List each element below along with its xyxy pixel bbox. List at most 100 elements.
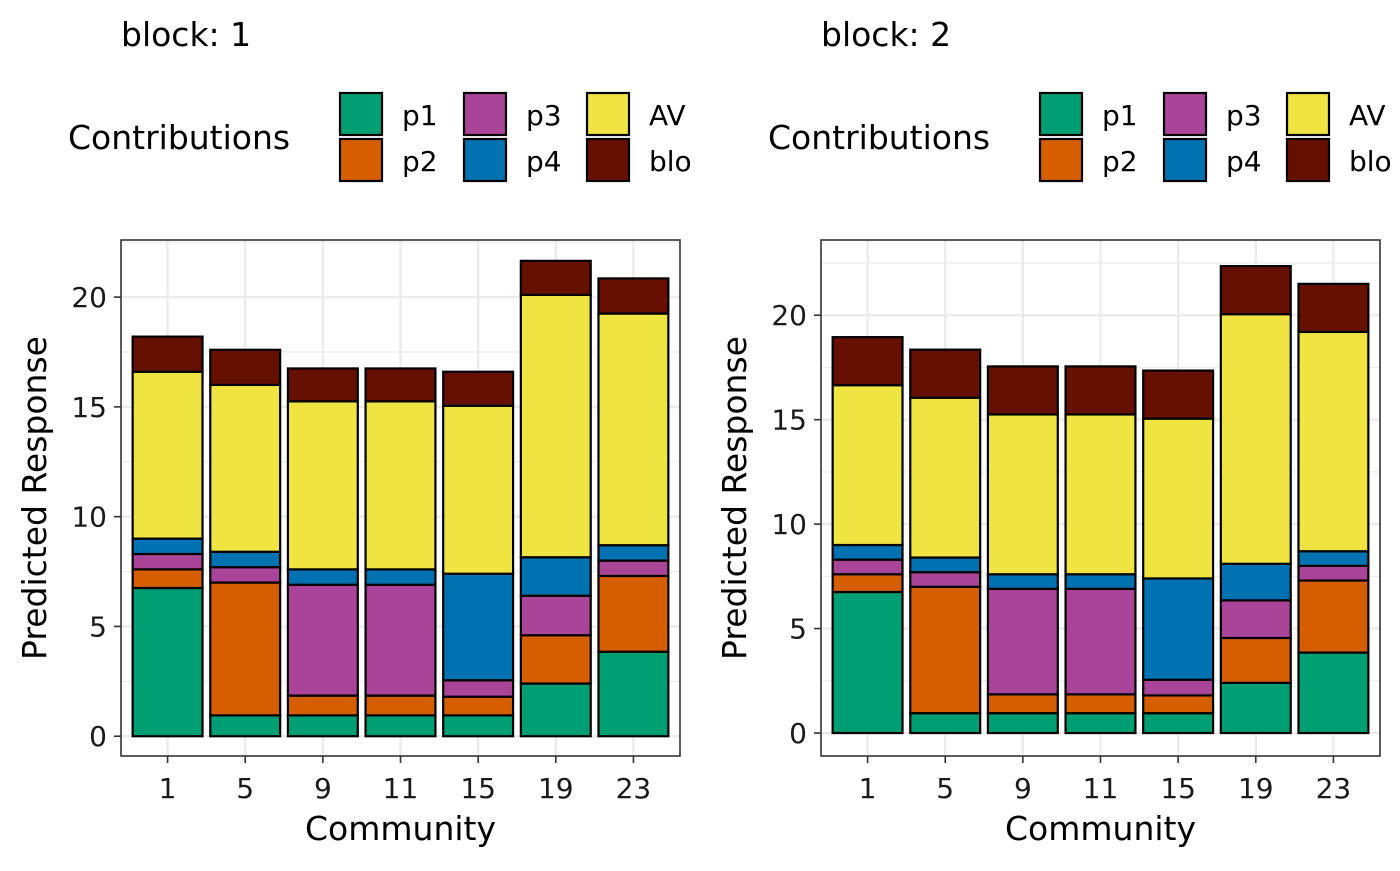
y-axis-title: Predicted Response bbox=[15, 336, 54, 660]
bar-segment-p2-1 bbox=[131, 568, 204, 590]
legend-label-AV: AV bbox=[649, 99, 686, 132]
y-tick-label: 10 bbox=[71, 501, 107, 534]
legend-label-p1: p1 bbox=[1102, 99, 1138, 132]
bar-segment-AV-19 bbox=[519, 293, 592, 559]
bar-segment-AV-1 bbox=[831, 384, 904, 547]
bar-segment-blo-11 bbox=[1064, 365, 1137, 416]
bar-segment-p3-15 bbox=[442, 679, 515, 698]
bar-segment-p3-11 bbox=[1064, 587, 1137, 696]
legend-label-blo: blo bbox=[649, 145, 692, 178]
x-tick-label: 23 bbox=[616, 772, 652, 805]
x-tick-label: 23 bbox=[1316, 772, 1352, 805]
bar-segment-p1-9 bbox=[286, 714, 359, 738]
bar-segment-p1-1 bbox=[131, 586, 204, 738]
legend-label-p4: p4 bbox=[526, 145, 562, 178]
x-tick-label: 5 bbox=[936, 772, 954, 805]
bar-segment-p4-5 bbox=[209, 550, 282, 569]
x-tick-label: 1 bbox=[859, 772, 877, 805]
y-tick-label: 5 bbox=[89, 610, 107, 643]
x-tick-label: 11 bbox=[1083, 772, 1119, 805]
bar-segment-p3-5 bbox=[909, 571, 982, 588]
bar-segment-blo-5 bbox=[909, 348, 982, 399]
bar-segment-p2-11 bbox=[1064, 693, 1137, 715]
bar-segment-p4-1 bbox=[131, 537, 204, 556]
bar-segment-p4-9 bbox=[286, 568, 359, 586]
bar-segment-blo-9 bbox=[286, 367, 359, 403]
bar-segment-AV-5 bbox=[209, 383, 282, 553]
bar-segment-blo-1 bbox=[831, 336, 904, 387]
legend-swatch-AV bbox=[1285, 91, 1331, 137]
bar-segment-p2-9 bbox=[986, 693, 1059, 715]
bar-segment-blo-5 bbox=[209, 348, 282, 387]
bars bbox=[131, 259, 670, 738]
bar-segment-p4-19 bbox=[519, 556, 592, 597]
x-tick-label: 9 bbox=[314, 772, 332, 805]
bar-segment-blo-11 bbox=[364, 367, 437, 403]
legend-swatch-blo bbox=[585, 137, 631, 183]
bar-segment-p3-9 bbox=[286, 583, 359, 697]
bars bbox=[831, 265, 1370, 735]
bar-segment-p1-23 bbox=[597, 650, 670, 738]
legend-swatch-blo bbox=[1285, 137, 1331, 183]
panel-block-2: block: 2Contributionsp1p2p3p4AVblo051015… bbox=[715, 15, 1392, 848]
y-tick-label: 10 bbox=[771, 508, 807, 541]
x-axis-title: Community bbox=[305, 809, 496, 848]
bar-segment-p1-9 bbox=[986, 712, 1059, 735]
x-tick-label: 9 bbox=[1014, 772, 1032, 805]
bar-segment-blo-1 bbox=[131, 335, 204, 373]
legend-label-p1: p1 bbox=[402, 99, 438, 132]
legend-title: Contributions bbox=[768, 118, 990, 157]
bar-segment-p2-5 bbox=[909, 585, 982, 715]
bar-segment-p2-15 bbox=[442, 695, 515, 717]
legend-swatch-p4 bbox=[1162, 137, 1208, 183]
bar-segment-AV-15 bbox=[1142, 417, 1215, 580]
y-tick-label: 20 bbox=[771, 299, 807, 332]
panel-block-1: block: 1Contributionsp1p2p3p4AVblo051015… bbox=[15, 15, 692, 848]
legend-label-AV: AV bbox=[1349, 99, 1386, 132]
bar-segment-p2-23 bbox=[1297, 579, 1370, 654]
bar-segment-p4-1 bbox=[831, 543, 904, 561]
panel-title: block: 1 bbox=[121, 15, 251, 54]
legend-label-p3: p3 bbox=[526, 99, 562, 132]
bar-segment-p1-11 bbox=[1064, 712, 1137, 735]
bar-segment-p2-19 bbox=[519, 634, 592, 685]
y-axis: 0 5 10 15 20 bbox=[71, 281, 121, 753]
bar-segment-p4-11 bbox=[1064, 573, 1137, 590]
bar-segment-AV-19 bbox=[1219, 313, 1292, 565]
legend-label-p4: p4 bbox=[1226, 145, 1262, 178]
bar-segment-blo-15 bbox=[1142, 369, 1215, 420]
x-axis: 1 5 9 11 15 19 23 bbox=[859, 756, 1352, 805]
bar-segment-p1-15 bbox=[1142, 712, 1215, 735]
x-tick-label: 19 bbox=[1238, 772, 1274, 805]
bar-segment-p3-15 bbox=[1142, 678, 1215, 697]
legend: Contributions p1 p2 p3 p4 AV blo bbox=[68, 91, 692, 183]
bar-segment-blo-23 bbox=[597, 277, 670, 315]
legend-swatch-p3 bbox=[1162, 91, 1208, 137]
legend-label-p2: p2 bbox=[1102, 145, 1138, 178]
bar-segment-p1-15 bbox=[442, 714, 515, 738]
bar-segment-p4-11 bbox=[364, 568, 437, 586]
y-tick-label: 0 bbox=[789, 717, 807, 750]
bar-segment-p3-9 bbox=[986, 587, 1059, 696]
x-tick-label: 1 bbox=[159, 772, 177, 805]
bar-segment-p3-11 bbox=[364, 583, 437, 697]
bar-segment-AV-9 bbox=[286, 400, 359, 571]
bar-segment-p4-9 bbox=[986, 573, 1059, 590]
bar-segment-p3-1 bbox=[831, 558, 904, 576]
bar-segment-p2-11 bbox=[364, 694, 437, 717]
bar-segment-AV-11 bbox=[1064, 413, 1137, 576]
bar-segment-p3-23 bbox=[1297, 564, 1370, 582]
bar-segment-p3-19 bbox=[519, 594, 592, 637]
panel-title: block: 2 bbox=[821, 15, 951, 54]
bar-segment-p2-5 bbox=[209, 581, 282, 717]
bar-segment-p3-23 bbox=[597, 559, 670, 578]
legend-swatch-p3 bbox=[462, 91, 508, 137]
y-tick-label: 0 bbox=[89, 720, 107, 753]
y-axis: 0 5 10 15 20 bbox=[771, 299, 821, 750]
x-axis: 1 5 9 11 15 19 23 bbox=[159, 756, 652, 805]
x-tick-label: 15 bbox=[1160, 772, 1196, 805]
legend-swatch-p4 bbox=[462, 137, 508, 183]
bar-segment-p1-1 bbox=[831, 590, 904, 735]
bar-segment-p1-19 bbox=[519, 682, 592, 738]
